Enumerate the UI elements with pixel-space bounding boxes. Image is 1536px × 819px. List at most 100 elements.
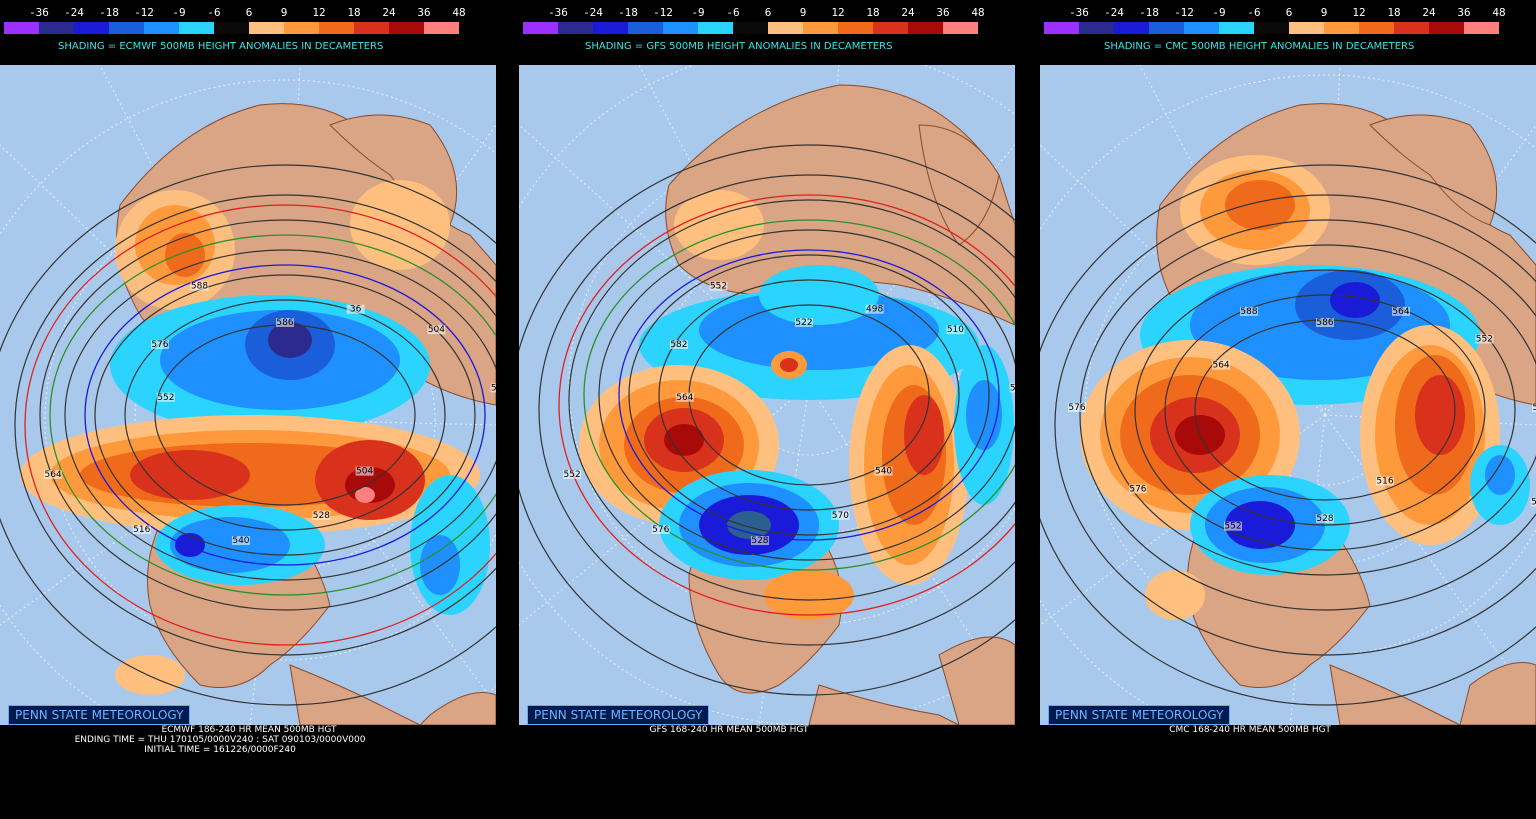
colorbar-segment — [908, 22, 943, 34]
colorbar-tick-label: 12 — [1352, 6, 1366, 19]
contour-label-bg — [709, 281, 728, 291]
colorbar-tick-label: 36 — [936, 6, 950, 19]
anomaly-shading — [1080, 155, 1530, 620]
colorbar-segment — [523, 22, 558, 34]
colorbar-segment — [663, 22, 698, 34]
caption-line: ECMWF 186-240 HR MEAN 500MB HGT — [161, 725, 337, 735]
contour-label: 540 — [875, 467, 892, 477]
contour-label: 528 — [313, 511, 330, 521]
contour-label-bg — [231, 536, 250, 546]
colorbar-tick-label: 48 — [971, 6, 985, 19]
colorbar-tick-label: -36 — [29, 6, 49, 19]
colorbar-segment — [943, 22, 978, 34]
colorbar-segment — [39, 22, 74, 34]
colorbar-segment — [354, 22, 389, 34]
caption-line: CMC 168-240 HR MEAN 500MB HGT — [1169, 725, 1331, 735]
contour-label-bg — [1376, 476, 1394, 486]
contour-label-bg — [276, 318, 294, 327]
colorbar-tick-label: 18 — [866, 6, 880, 19]
caption-line: ENDING TIME = THU 170105/0000V240 : SAT … — [74, 735, 366, 745]
contour-label-bg — [651, 525, 670, 535]
contour-label-bg — [1475, 334, 1494, 344]
key-contours — [558, 194, 1015, 616]
contour-label-bg — [946, 325, 965, 335]
contour-label-bg — [490, 383, 496, 393]
colorbar-segment — [1184, 22, 1219, 34]
contour-label-bg — [427, 325, 446, 335]
height-contours — [519, 144, 1015, 696]
contour-label: 516 — [491, 383, 496, 393]
contour-label: 564 — [1532, 403, 1536, 413]
contour-labels: 522498510516522540570528576552564582552 — [563, 281, 1015, 546]
contour-label-bg — [563, 470, 582, 480]
contour-label-bg — [355, 466, 374, 476]
colorbar-segment — [319, 22, 354, 34]
colorbar-segment — [1394, 22, 1429, 34]
contour-label-bg — [750, 536, 769, 546]
colorbar-segment — [389, 22, 424, 34]
contour-label: 552 — [1476, 335, 1493, 345]
panel-ecmwf: -36 -24 -18 -12 -9 -6 6 9 12 18 24 36 48 SHADING = E… — [0, 0, 498, 819]
colorbar-segment — [1114, 22, 1149, 34]
colorbar-tick-label: 9 — [799, 6, 807, 19]
contour-label: 504 — [356, 467, 373, 477]
map-gfs: 522498510516522540570528576552564582552 — [519, 65, 1015, 725]
colorbar-tick-label: 24 — [1422, 6, 1436, 19]
caption-line: GFS 168-240 HR MEAN 500MB HGT — [649, 725, 809, 735]
brand-label: PENN STATE METEOROLOGY — [527, 705, 710, 725]
contour-label: 564 — [676, 393, 693, 403]
colorbar — [1044, 22, 1499, 34]
shading-label: SHADING = ECMWF 500MB HEIGHT ANOMALIES I… — [58, 41, 384, 52]
colorbar-tick-label: -9 — [172, 6, 186, 19]
key-contours — [24, 204, 496, 646]
colorbar-tick-label: -24 — [1104, 6, 1124, 19]
contour-label-bg — [1224, 521, 1242, 531]
contour-label: 588 — [191, 282, 208, 292]
contour-label: 576 — [1068, 403, 1085, 413]
colorbar-tick-label: -9 — [1212, 6, 1226, 19]
contour-label: 510 — [947, 325, 964, 335]
colorbar-tick-label: 24 — [382, 6, 396, 19]
colorbar-segment — [593, 22, 628, 34]
colorbar-tick-label: 6 — [245, 6, 253, 19]
colorbar-segment — [768, 22, 803, 34]
contour-label-bg — [865, 304, 884, 314]
colorbar-tick-label: -36 — [1069, 6, 1089, 19]
contour-labels: 58636504516528504528540516564552576588 — [44, 281, 496, 546]
colorbar-tick-label: -6 — [1247, 6, 1261, 19]
contour-label-bg — [132, 525, 151, 535]
panel-gfs: -36 -24 -18 -12 -9 -6 6 9 12 18 24 36 48 SHADING = G… — [519, 0, 1017, 819]
contour-label-bg — [1316, 318, 1334, 327]
contour-label-bg — [1009, 383, 1015, 393]
colorbar-segment — [284, 22, 319, 34]
colorbar-tick-label: 9 — [1320, 6, 1328, 19]
contour-label: 498 — [866, 305, 883, 315]
contour-label: 564 — [45, 470, 62, 480]
colorbar-tick-label: 48 — [1492, 6, 1506, 19]
panel-cmc: -36 -24 -18 -12 -9 -6 6 9 12 18 24 36 48 SHADING = C… — [1040, 0, 1536, 819]
colorbar-segment — [144, 22, 179, 34]
contour-label: 570 — [832, 511, 849, 521]
height-contours — [1040, 164, 1536, 706]
colorbar-segment — [1079, 22, 1114, 34]
colorbar — [4, 22, 459, 34]
colorbar-tick-label: 6 — [1285, 6, 1293, 19]
colorbar-segment — [424, 22, 459, 34]
colorbar-segment — [74, 22, 109, 34]
contour-label: 564 — [1392, 307, 1409, 317]
contour-label: 576 — [1129, 485, 1146, 495]
contour-label-bg — [190, 281, 209, 291]
contour-label: 564 — [1212, 361, 1229, 371]
shading-label: SHADING = CMC 500MB HEIGHT ANOMALIES IN … — [1104, 41, 1415, 52]
colorbar-segment — [4, 22, 39, 34]
brand-label: PENN STATE METEOROLOGY — [8, 705, 191, 725]
colorbar-tick-label: 36 — [1457, 6, 1471, 19]
shading-label: SHADING = GFS 500MB HEIGHT ANOMALIES IN … — [585, 41, 893, 52]
contour-label: 588 — [1240, 307, 1257, 317]
colorbar-tick-label: -18 — [99, 6, 119, 19]
colorbar-tick-label: 36 — [417, 6, 431, 19]
contour-label: 522 — [795, 318, 812, 328]
colorbar-segment — [838, 22, 873, 34]
contour-label: 586 — [1316, 318, 1333, 328]
colorbar-tick-label: -24 — [583, 6, 603, 19]
